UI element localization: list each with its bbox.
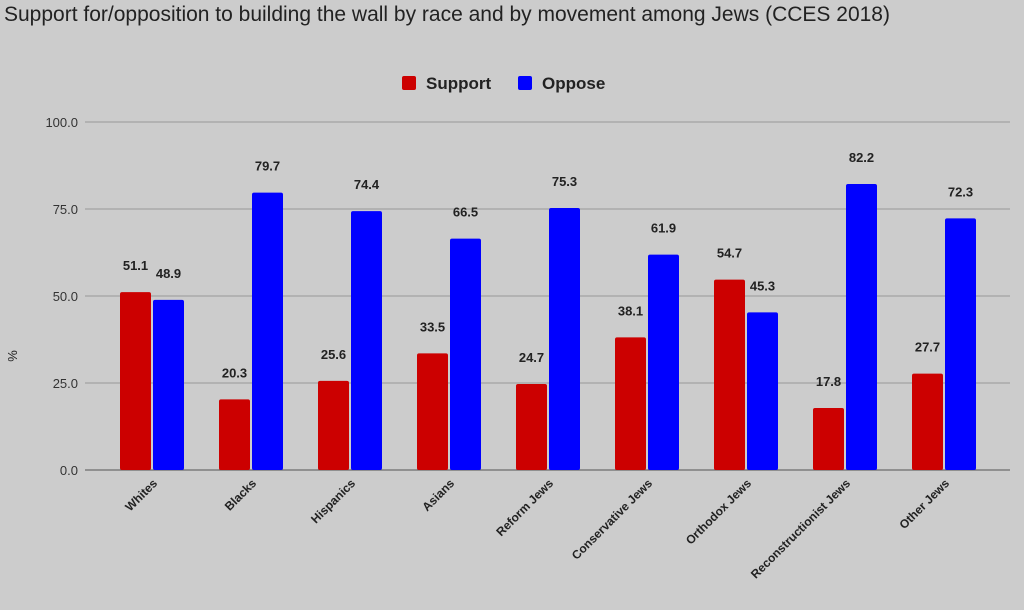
data-label: 33.5 (420, 319, 445, 334)
data-label: 48.9 (156, 266, 181, 281)
bar-oppose (648, 254, 679, 470)
bar-support (219, 399, 250, 470)
x-tick-label: Reform Jews (493, 476, 556, 539)
y-tick-label: 50.0 (53, 289, 78, 304)
x-tick-label: Blacks (222, 476, 259, 513)
y-tick-label: 100.0 (45, 115, 78, 130)
data-label: 54.7 (717, 246, 742, 261)
data-label: 66.5 (453, 205, 478, 220)
bar-support (912, 373, 943, 470)
bar-support (417, 353, 448, 470)
data-label: 45.3 (750, 278, 775, 293)
y-axis-label: % (5, 350, 20, 362)
bar-oppose (351, 211, 382, 470)
data-label: 25.6 (321, 347, 346, 362)
x-tick-label: Orthodox Jews (683, 476, 754, 547)
x-tick-label: Hispanics (308, 476, 358, 526)
y-tick-label: 75.0 (53, 202, 78, 217)
x-tick-label: Asians (419, 476, 457, 514)
x-tick-label: Reconstructionist Jews (748, 476, 853, 581)
legend-swatch-oppose (518, 76, 532, 90)
y-tick-label: 0.0 (60, 463, 78, 478)
legend-label-oppose: Oppose (542, 74, 605, 93)
data-label: 17.8 (816, 374, 841, 389)
bar-oppose (450, 238, 481, 470)
data-label: 82.2 (849, 150, 874, 165)
x-tick-label: Other Jews (896, 476, 952, 532)
data-label: 72.3 (948, 184, 973, 199)
y-tick-label: 25.0 (53, 376, 78, 391)
bar-support (516, 384, 547, 470)
bar-oppose (846, 183, 877, 470)
data-label: 38.1 (618, 303, 643, 318)
chart-title: Support for/opposition to building the w… (4, 3, 890, 26)
data-label: 79.7 (255, 159, 280, 174)
bar-oppose (747, 312, 778, 470)
bar-support (714, 279, 745, 470)
legend-label-support: Support (426, 74, 491, 93)
legend-swatch-support (402, 76, 416, 90)
bar-support (813, 408, 844, 470)
bar-support (318, 380, 349, 470)
data-label: 75.3 (552, 174, 577, 189)
data-label: 61.9 (651, 221, 676, 236)
data-label: 51.1 (123, 258, 148, 273)
data-label: 27.7 (915, 340, 940, 355)
x-tick-label: Whites (122, 476, 160, 514)
bar-oppose (549, 207, 580, 470)
bar-oppose (252, 192, 283, 471)
data-label: 20.3 (222, 365, 247, 380)
data-label: 24.7 (519, 350, 544, 365)
x-tick-label: Conservative Jews (569, 476, 656, 563)
bar-oppose (153, 299, 184, 470)
data-label: 74.4 (354, 177, 380, 192)
bar-support (120, 292, 151, 470)
bar-oppose (945, 218, 976, 470)
bar-support (615, 337, 646, 470)
